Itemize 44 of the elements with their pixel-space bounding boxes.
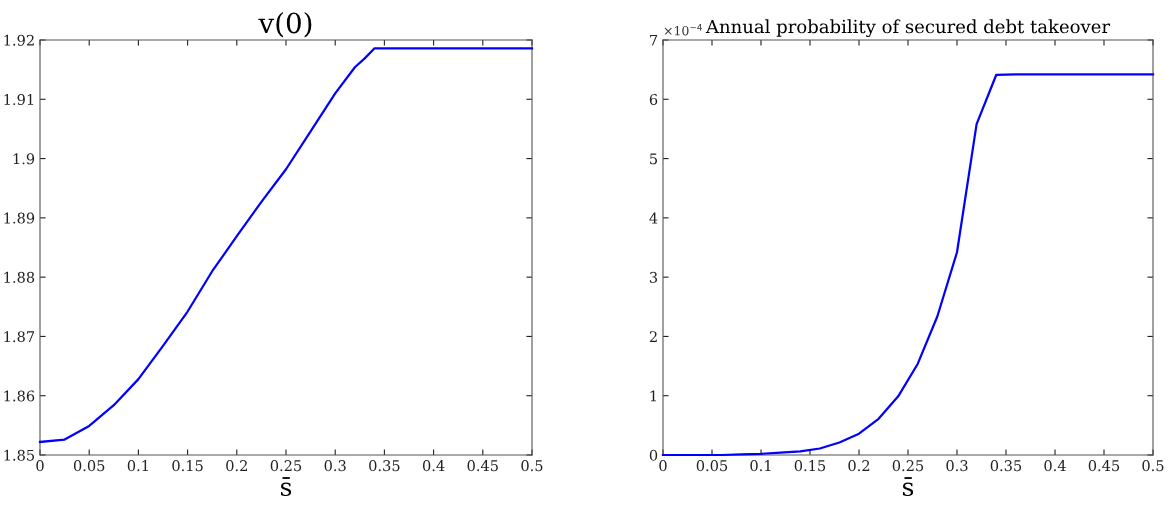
y-tick-label: 6 <box>649 94 658 106</box>
x-tick-label: 0.45 <box>467 460 498 472</box>
y-tick-label: 1.92 <box>4 34 34 46</box>
x-tick-label: 0.05 <box>696 460 728 472</box>
x-tick-label: 0.1 <box>127 460 148 472</box>
x-tick-label: 0.4 <box>1044 460 1066 472</box>
x-tick-label: 0.35 <box>990 460 1022 472</box>
x-tick-label: 0.15 <box>794 460 826 472</box>
chart-title: Annual probability of secured debt takeover <box>705 19 1111 38</box>
x-tick-label: 0.1 <box>750 460 771 472</box>
y-tick-label: 2 <box>649 331 657 342</box>
x-tick-label: 0.3 <box>946 460 968 472</box>
y-tick-label: 4 <box>649 212 658 224</box>
chart-title: v(0) <box>258 11 312 38</box>
y-tick-label: 1.85 <box>4 449 35 461</box>
y-tick-label: 1.91 <box>4 94 34 106</box>
y-tick-label: 7 <box>650 34 658 46</box>
text: ×10$^{−4}$ <box>664 24 702 36</box>
x-tick-label: 0.2 <box>848 460 870 472</box>
line-series <box>38 47 534 444</box>
x-tick-label: 0.4 <box>422 460 445 472</box>
y-tick-label: 0 <box>649 449 658 461</box>
x-tick-label: 0.3 <box>324 460 346 472</box>
x-tick-label: 0.5 <box>521 460 543 472</box>
x-tick-label: 0.2 <box>226 460 247 472</box>
x-tick-label: 0.25 <box>892 460 924 472</box>
x-tick-label: 0.35 <box>369 460 400 472</box>
x-tick-label: 0.5 <box>1142 460 1164 472</box>
x-tick-label: 0.45 <box>1088 460 1120 472</box>
y-tick-label: 1 <box>650 390 657 402</box>
x-tick-label: 0 <box>659 460 667 472</box>
y-tick-label: 5 <box>650 153 658 165</box>
y-tick-label: 1.89 <box>4 212 35 224</box>
x-tick-label: 0 <box>36 460 44 472</box>
y-tick-label: 1.86 <box>4 390 35 402</box>
y-tick-label: 3 <box>649 271 658 283</box>
y-tick-label: 1.88 <box>4 271 35 283</box>
x-tick-label: 0.05 <box>73 460 105 472</box>
y-tick-label: 1.87 <box>4 331 35 343</box>
x-axis-title: s̄ <box>280 477 292 497</box>
x-axis-title: s̄ <box>902 477 914 497</box>
x-tick-label: 0.25 <box>270 460 302 472</box>
x-tick-label: 0.15 <box>172 460 203 472</box>
y-tick-label: 1.9 <box>13 153 35 165</box>
